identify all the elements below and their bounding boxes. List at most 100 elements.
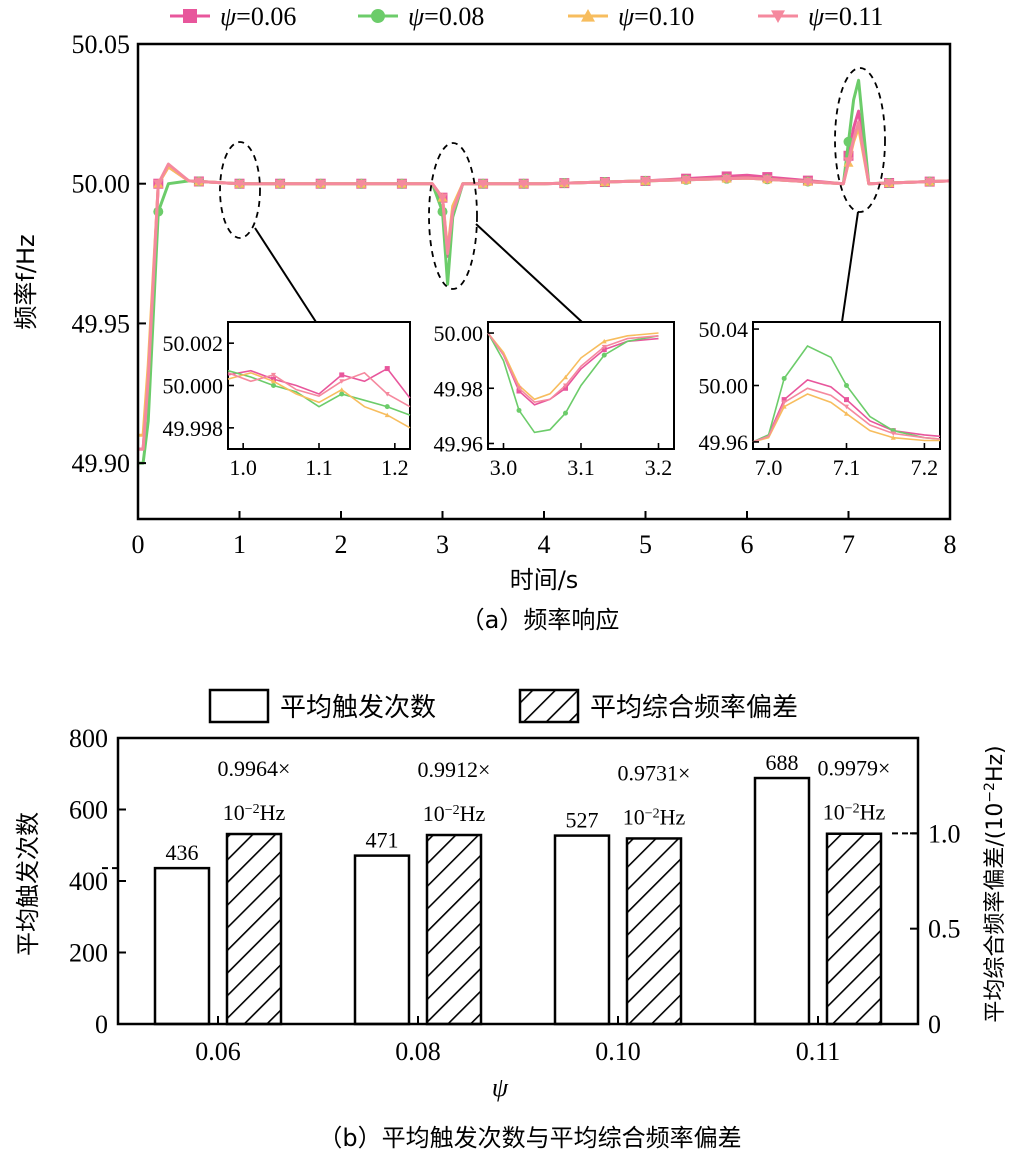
inset-series-line [752,344,941,443]
chart-a-series-lines [138,78,951,465]
y-tick-label: 49.95 [72,309,131,338]
chart-b-legend: 平均触发次数 平均综合频率偏差 [208,688,798,724]
inset-series-marker [601,347,607,353]
series-marker-3 [802,177,813,187]
chart-a-axes: 0 1 2 3 4 5 6 7 8 49.90 49.95 50.00 50.05 [72,30,957,559]
x-tick-label: 3 [436,530,449,559]
inset-series-marker [601,352,607,358]
y-tick-label: 50.05 [72,30,131,59]
inset-x-tick-label: 3.1 [567,455,595,480]
bar-deviation-unit-base: 10 [223,800,245,825]
chart-b-right-axis-label-suffix: Hz) [983,745,1008,782]
bar-deviation-unit-suffix: Hz [860,800,886,825]
series-marker-3 [193,177,204,187]
chart-a-y-axis-label: 频率f/Hz [12,234,40,329]
x-tick-label: 0 [132,530,145,559]
inset-y-tick-label: 50.04 [699,317,749,342]
bar-freq-deviation [625,837,683,1026]
legend-marker [371,9,385,23]
bar-deviation-unit-base: 10 [423,801,445,826]
inset-x-tick-label: 3.0 [490,455,518,480]
chart-a-caption: （a）频率响应 [461,606,620,634]
inset-series-marker [781,397,787,403]
zoom-connector-2 [475,223,583,323]
chart-b-caption: （b）平均触发次数与平均综合频率偏差 [318,1124,741,1152]
legend-swatch-hatched [518,688,580,724]
inset-series-line [487,332,659,403]
inset-x-tick-label: 3.2 [645,455,673,480]
bar-deviation-unit: 10−2Hz [823,800,886,825]
series-marker-3 [315,179,326,189]
series-marker-3 [762,175,773,185]
inset-y-tick-label: 49.96 [434,431,484,456]
inset-series-line [752,379,941,443]
zoom-ellipse-2 [428,142,478,290]
b-x-tick-label: 0.06 [195,1037,241,1066]
zoom-ellipse-1 [219,141,261,239]
b-y-tick-label: 800 [69,724,108,753]
inset-series-line [487,332,659,434]
inset-y-tick-label: 50.002 [163,331,224,356]
b-y-tick-label: 0 [95,1010,108,1039]
series-marker-3 [721,174,732,184]
b-y-right-tick-label: 1.0 [928,819,961,848]
inset-y-tick-label: 49.98 [434,376,484,401]
series-marker-3 [396,179,407,189]
y-tick-label: 50.00 [72,170,131,199]
bar-freq-deviation [225,832,283,1026]
inset-series-marker [339,372,345,378]
inset-series-marker [339,387,345,392]
bar-trigger-count [553,834,611,1026]
inset-series-line [752,387,941,443]
bar-deviation-unit-sup: −2 [845,801,860,816]
series-marker-3 [599,178,610,188]
legend-marker [183,9,197,23]
bar-deviation-unit-sup: −2 [245,802,260,817]
legend-label-symbol: ψ [808,2,825,31]
inset-x-tick-label: 7.0 [755,455,783,480]
inset-x-tick-label: 7.2 [911,455,939,480]
inset-y-tick-label: 50.00 [699,374,749,399]
inset-x-tick-label: 1.1 [305,455,333,480]
bar-value-label: 436 [166,840,199,865]
inset-y-tick-label: 49.998 [163,416,224,441]
inset-series-line [227,367,411,399]
series-line-1 [138,78,951,465]
inset-series-marker [601,338,607,344]
chart-b-right-axis-label: 平均综合频率偏差/(10−2Hz) [982,745,1008,1022]
x-tick-label: 7 [842,530,855,559]
x-tick-label: 5 [639,530,652,559]
bar-deviation-unit: 10−2Hz [423,801,486,826]
bar-value-label: 527 [566,808,599,833]
chart-b: 平均触发次数 平均综合频率偏差 0.06 0.08 0.10 0.11 0 200 400 60… [14,688,1008,1152]
series-line-3 [138,120,951,451]
chart-a-legend: ψ=0.06 ψ=0.08 ψ=0.10 ψ=0.11 [170,2,883,31]
legend-label-symbol: ψ [618,2,635,31]
bar-deviation-unit: 10−2Hz [623,804,686,829]
chart-b-axes: 0.06 0.08 0.10 0.11 0 200 400 600 800 0 0.5 1.0 [69,724,961,1066]
inset-series-marker [271,378,276,384]
legend-label: ψ=0.08 [408,2,484,31]
series-marker-3 [924,177,935,187]
inset-series-marker [781,375,787,381]
bar-deviation-unit-sup: −2 [445,803,460,818]
series-marker-3 [153,179,164,189]
zoom-connector-3 [841,211,859,323]
chart-a-annotations [219,67,886,323]
inset-2: 3.0 3.1 3.2 49.96 49.98 50.00 [434,321,675,480]
inset-series-marker [516,407,522,413]
inset-frame [227,321,411,450]
series-marker-3 [559,179,570,189]
zoom-connector-1 [254,227,317,323]
b-y-right-tick-label: 0.5 [928,915,961,944]
legend-label-value: =0.10 [634,2,694,31]
inset-series-marker [890,431,896,436]
bar-deviation-unit-suffix: Hz [460,801,486,826]
bar-value-label: 688 [766,750,799,775]
b-y-right-tick-label: 0 [928,1010,941,1039]
bar-freq-deviation [825,832,883,1026]
series-marker-3 [234,179,245,189]
inset-series-marker [563,374,568,380]
b-y-tick-label: 400 [69,867,108,896]
inset-series-marker [384,366,390,372]
